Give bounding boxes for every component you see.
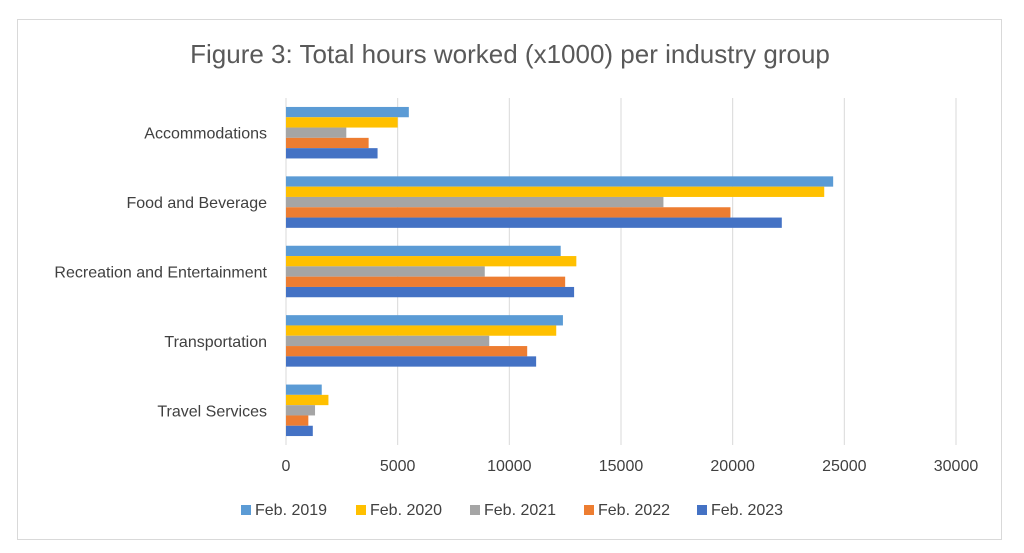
legend-item[interactable]: Feb. 2022: [584, 502, 670, 519]
category-label: Food and Beverage: [126, 195, 267, 212]
bar: [286, 217, 782, 228]
bar: [286, 186, 825, 197]
bar: [286, 315, 563, 326]
bar: [286, 346, 528, 357]
legend-label: Feb. 2022: [598, 502, 670, 519]
legend-item[interactable]: Feb. 2023: [697, 502, 783, 519]
tick-label: 20000: [710, 458, 755, 475]
bar: [286, 356, 537, 367]
bar: [286, 335, 490, 347]
bar: [286, 137, 369, 149]
legend-item[interactable]: Feb. 2019: [241, 502, 327, 519]
bar: [286, 207, 731, 218]
bar: [286, 256, 577, 267]
bar: [286, 196, 664, 208]
tick-label: 15000: [599, 458, 644, 475]
tick-label: 0: [282, 458, 291, 475]
bar: [286, 405, 316, 416]
legend[interactable]: Feb. 2019 Feb. 2020 Feb. 2021 Feb. 2022 Feb.…: [241, 502, 783, 519]
tick-label: 5000: [380, 458, 416, 475]
tick-label: 30000: [934, 458, 979, 475]
bar: [286, 286, 575, 298]
legend-label: Feb. 2023: [711, 502, 783, 519]
bar: [286, 425, 313, 437]
bar: [286, 106, 409, 118]
legend-swatch: [241, 505, 251, 515]
tick-label: 25000: [822, 458, 867, 475]
category-labels: Accommodations Food and Beverage Recreatio…: [54, 126, 267, 421]
bar: [286, 266, 485, 277]
legend-label: Feb. 2019: [255, 502, 327, 519]
bar: [286, 415, 309, 426]
legend-label: Feb. 2021: [484, 502, 556, 519]
category-label: Recreation and Entertainment: [54, 265, 267, 282]
bar: [286, 245, 561, 257]
legend-swatch: [697, 505, 707, 515]
x-axis-ticks: 0 5000 10000 15000 20000 25000 30000: [282, 458, 979, 475]
legend-label: Feb. 2020: [370, 502, 442, 519]
category-label: Transportation: [164, 334, 267, 351]
legend-item[interactable]: Feb. 2020: [356, 502, 442, 519]
legend-item[interactable]: Feb. 2021: [470, 502, 556, 519]
legend-swatch: [584, 505, 594, 515]
chart-title: Figure 3: Total hours worked (x1000) per…: [190, 39, 830, 69]
legend-swatch: [356, 505, 366, 515]
bar: [286, 325, 557, 336]
bar: [286, 384, 322, 395]
bar: [286, 117, 398, 128]
bar: [286, 394, 329, 406]
category-label: Travel Services: [157, 403, 267, 420]
category-label: Accommodations: [144, 126, 267, 143]
bar: [286, 276, 566, 287]
bar: [286, 176, 834, 187]
bar: [286, 148, 378, 159]
bar: [286, 127, 347, 138]
bars: [286, 106, 834, 437]
tick-label: 10000: [487, 458, 532, 475]
legend-swatch: [470, 505, 480, 515]
